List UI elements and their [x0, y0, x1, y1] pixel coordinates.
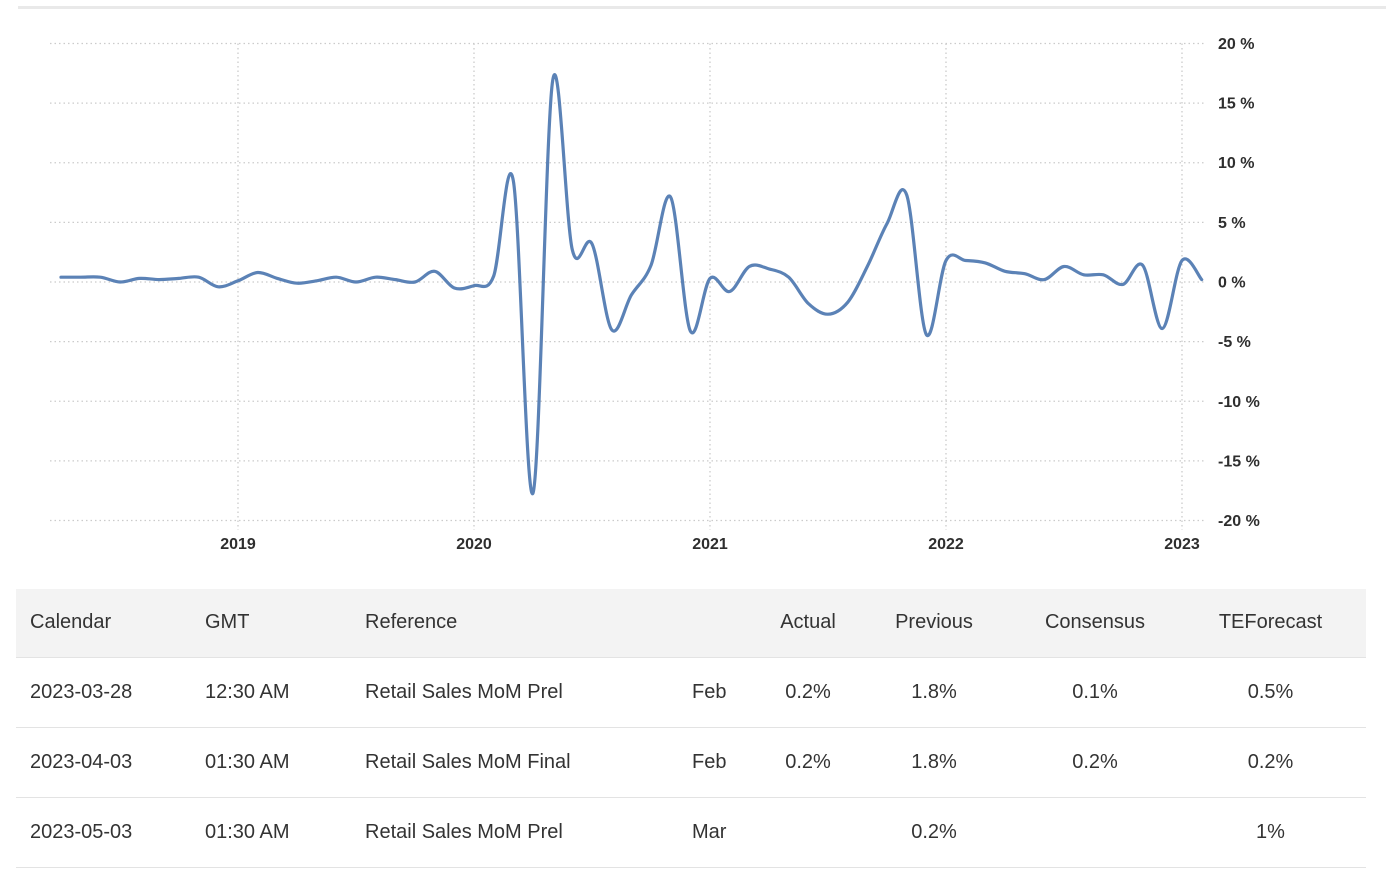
cell-teforecast: 1% — [1256, 820, 1285, 843]
y-axis-tick-label: 15 % — [1218, 96, 1254, 113]
cell-actual — [763, 797, 853, 867]
cell-reference: Retail Sales MoM Final — [365, 750, 571, 773]
cell-gmt: 12:30 AM — [205, 680, 290, 703]
cell-gmt: 01:30 AM — [205, 750, 290, 773]
x-axis-tick-label: 2022 — [928, 536, 964, 553]
col-header-consensus: Consensus — [1044, 611, 1146, 634]
cell-teforecast: 0.2% — [1247, 750, 1294, 773]
y-axis-tick-label: -10 % — [1218, 394, 1260, 411]
table-header-row: Calendar GMT Reference Actual Previous C… — [16, 589, 1366, 657]
cell-reference: Retail Sales MoM Prel — [365, 680, 563, 703]
x-axis-labels: 2019 2020 2021 2022 2023 — [220, 536, 1200, 553]
table-row[interactable]: 2023-05-03 01:30 AM Retail Sales MoM Pre… — [16, 797, 1366, 867]
cell-month: Feb — [692, 680, 727, 703]
cell-consensus — [1015, 797, 1175, 867]
cell-date: 2023-05-03 — [30, 820, 133, 843]
cell-date: 2023-04-03 — [30, 750, 133, 773]
table-row[interactable]: 2023-04-03 01:30 AM Retail Sales MoM Fin… — [16, 727, 1366, 797]
x-axis-tick-label: 2020 — [456, 536, 492, 553]
y-axis-tick-label: -15 % — [1218, 453, 1260, 470]
cell-consensus: 0.1% — [1072, 680, 1118, 703]
cell-consensus: 0.2% — [1072, 750, 1118, 773]
col-header-month — [678, 589, 763, 657]
y-axis-tick-label: -5 % — [1218, 334, 1251, 351]
y-axis-tick-label: 20 % — [1218, 36, 1254, 53]
top-divider — [18, 6, 1386, 9]
x-axis-tick-label: 2019 — [220, 536, 256, 553]
cell-actual: 0.2% — [785, 680, 831, 703]
y-axis-tick-label: 10 % — [1218, 155, 1254, 172]
y-axis-labels: 20 % 15 % 10 % 5 % 0 % -5 % -10 % -15 % … — [1218, 36, 1260, 530]
chart-line — [59, 73, 1204, 495]
col-header-teforecast: TEForecast — [1218, 611, 1323, 634]
x-axis-tick-label: 2023 — [1164, 536, 1200, 553]
col-header-calendar: Calendar — [30, 611, 112, 634]
cell-previous: 0.2% — [911, 820, 957, 843]
y-axis-tick-label: -20 % — [1218, 513, 1260, 530]
col-header-gmt: GMT — [205, 611, 250, 634]
table-row[interactable]: 2023-03-28 12:30 AM Retail Sales MoM Pre… — [16, 657, 1366, 727]
cell-previous: 1.8% — [911, 680, 957, 703]
cell-gmt: 01:30 AM — [205, 820, 290, 843]
col-header-reference: Reference — [365, 611, 458, 634]
cell-previous: 1.8% — [911, 750, 957, 773]
x-axis-tick-label: 2021 — [692, 536, 728, 553]
cell-month: Mar — [692, 820, 727, 843]
cell-teforecast: 0.5% — [1247, 680, 1294, 703]
retail-sales-line-chart[interactable]: 20 % 15 % 10 % 5 % 0 % -5 % -10 % -15 % … — [0, 0, 1386, 570]
calendar-table: Calendar GMT Reference Actual Previous C… — [16, 589, 1366, 868]
cell-date: 2023-03-28 — [30, 680, 133, 703]
cell-month: Feb — [692, 750, 727, 773]
y-axis-tick-label: 0 % — [1218, 275, 1246, 292]
cell-reference: Retail Sales MoM Prel — [365, 820, 563, 843]
cell-actual: 0.2% — [785, 750, 831, 773]
col-header-actual: Actual — [780, 611, 836, 634]
y-axis-tick-label: 5 % — [1218, 215, 1246, 232]
chart-gridlines — [50, 42, 1205, 530]
col-header-previous: Previous — [895, 611, 973, 634]
